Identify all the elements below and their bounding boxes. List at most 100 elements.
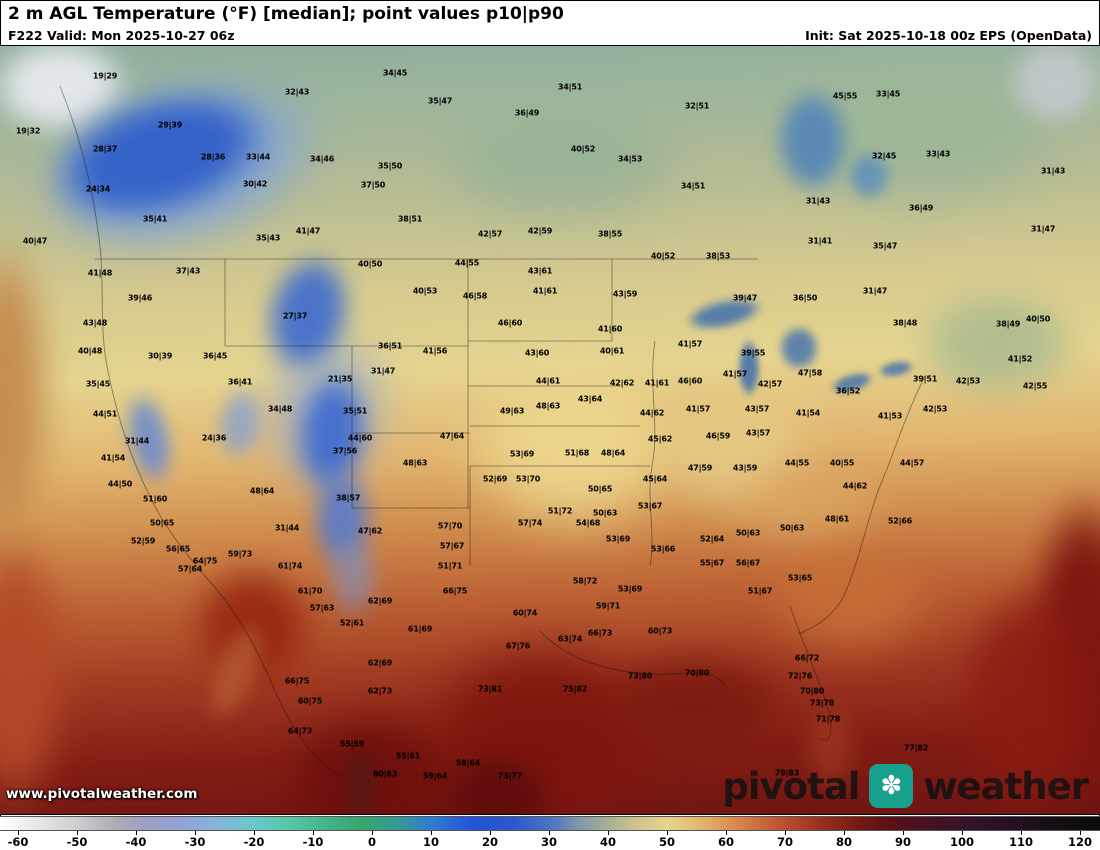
point-value: 45|62 — [647, 434, 673, 444]
point-value: 34|51 — [557, 82, 583, 92]
point-value: 63|74 — [557, 634, 583, 644]
point-value: 40|61 — [599, 346, 625, 356]
point-value: 59|71 — [595, 601, 621, 611]
point-value: 57|63 — [309, 603, 335, 613]
point-value: 36|45 — [202, 351, 228, 361]
colorbar-tick-label: -50 — [66, 835, 88, 849]
colorbar-tick — [77, 831, 78, 835]
point-value: 36|52 — [835, 386, 861, 396]
point-value: 33|44 — [245, 152, 271, 162]
colorbar-tick-label: 40 — [599, 835, 617, 849]
point-value: 37|56 — [332, 446, 358, 456]
point-value: 62|69 — [367, 596, 393, 606]
point-value: 39|55 — [740, 348, 766, 358]
point-value: 59|64 — [422, 771, 448, 781]
point-value: 47|59 — [687, 463, 713, 473]
point-value: 53|67 — [637, 501, 663, 511]
point-value: 30|39 — [147, 351, 173, 361]
point-value: 60|74 — [512, 608, 538, 618]
point-value: 40|53 — [412, 286, 438, 296]
point-value: 48|61 — [824, 514, 850, 524]
point-value: 53|69 — [617, 584, 643, 594]
point-value: 47|58 — [797, 368, 823, 378]
point-value: 55|61 — [395, 751, 421, 761]
colorbar-tick — [431, 831, 432, 835]
point-value: 43|57 — [744, 404, 770, 414]
point-value: 28|37 — [92, 144, 118, 154]
point-value: 50|63 — [592, 508, 618, 518]
point-value: 53|70 — [515, 474, 541, 484]
point-value: 61|69 — [407, 624, 433, 634]
point-value: 37|43 — [175, 266, 201, 276]
point-value: 50|65 — [587, 484, 613, 494]
point-value: 33|45 — [875, 89, 901, 99]
weather-map: 19|29 34|45 32|43 35|47 34|51 32|51 45|55 33|45… — [0, 45, 1100, 815]
point-value: 43|57 — [745, 428, 771, 438]
colorbar-tick-label: 60 — [717, 835, 735, 849]
point-value: 43|64 — [577, 394, 603, 404]
point-value: 60|75 — [297, 696, 323, 706]
point-value: 47|64 — [439, 431, 465, 441]
point-value: 38|51 — [397, 214, 423, 224]
point-value: 46|60 — [677, 376, 703, 386]
point-value: 45|64 — [642, 474, 668, 484]
point-value: 44|55 — [454, 258, 480, 268]
colorbar-tick — [1021, 831, 1022, 835]
colorbar-tick — [490, 831, 491, 835]
point-value: 41|52 — [1007, 354, 1033, 364]
point-value: 48|63 — [402, 458, 428, 468]
point-value: 61|74 — [277, 561, 303, 571]
point-value: 44|50 — [107, 479, 133, 489]
colorbar-gradient — [0, 816, 1100, 831]
brand-word-weather: weather — [923, 764, 1089, 808]
point-value: 29|39 — [157, 120, 183, 130]
point-value: 39|46 — [127, 293, 153, 303]
point-value: 34|45 — [382, 68, 408, 78]
point-value: 44|51 — [92, 409, 118, 419]
point-value: 52|59 — [130, 536, 156, 546]
point-value: 39|51 — [912, 374, 938, 384]
point-value: 44|62 — [842, 481, 868, 491]
point-value: 42|59 — [527, 226, 553, 236]
point-value: 34|48 — [267, 404, 293, 414]
point-value: 43|59 — [732, 463, 758, 473]
point-value: 52|64 — [699, 534, 725, 544]
point-value: 35|51 — [342, 406, 368, 416]
point-value: 73|78 — [809, 698, 835, 708]
colorbar-tick — [844, 831, 845, 835]
point-value: 35|47 — [872, 241, 898, 251]
colorbar-tick — [136, 831, 137, 835]
point-value: 31|44 — [274, 523, 300, 533]
point-value: 72|76 — [787, 671, 813, 681]
colorbar-tick — [1080, 831, 1081, 835]
point-value: 70|80 — [684, 668, 710, 678]
point-value: 62|73 — [367, 686, 393, 696]
point-value: 51|71 — [437, 561, 463, 571]
point-value: 51|67 — [747, 586, 773, 596]
point-value: 52|61 — [339, 618, 365, 628]
point-value: 55|67 — [699, 558, 725, 568]
point-value: 50|63 — [735, 528, 761, 538]
point-value: 35|43 — [255, 233, 281, 243]
point-value: 73|77 — [497, 771, 523, 781]
point-value: 48|64 — [249, 486, 275, 496]
point-value: 58|64 — [455, 758, 481, 768]
point-value: 36|49 — [514, 108, 540, 118]
point-value: 42|55 — [1022, 381, 1048, 391]
point-value: 38|49 — [995, 319, 1021, 329]
point-value: 41|48 — [87, 268, 113, 278]
point-value: 47|62 — [357, 526, 383, 536]
point-value: 46|59 — [705, 431, 731, 441]
point-value: 21|35 — [327, 374, 353, 384]
point-value: 61|70 — [297, 586, 323, 596]
point-value: 32|43 — [284, 87, 310, 97]
colorbar-tick — [785, 831, 786, 835]
point-value: 19|32 — [15, 126, 41, 136]
point-value: 19|29 — [92, 71, 118, 81]
point-value: 50|63 — [779, 523, 805, 533]
point-value: 43|60 — [524, 348, 550, 358]
colorbar-tick-label: -30 — [184, 835, 206, 849]
colorbar-tick-label: 10 — [422, 835, 440, 849]
point-value: 46|58 — [462, 291, 488, 301]
point-value: 44|60 — [347, 433, 373, 443]
